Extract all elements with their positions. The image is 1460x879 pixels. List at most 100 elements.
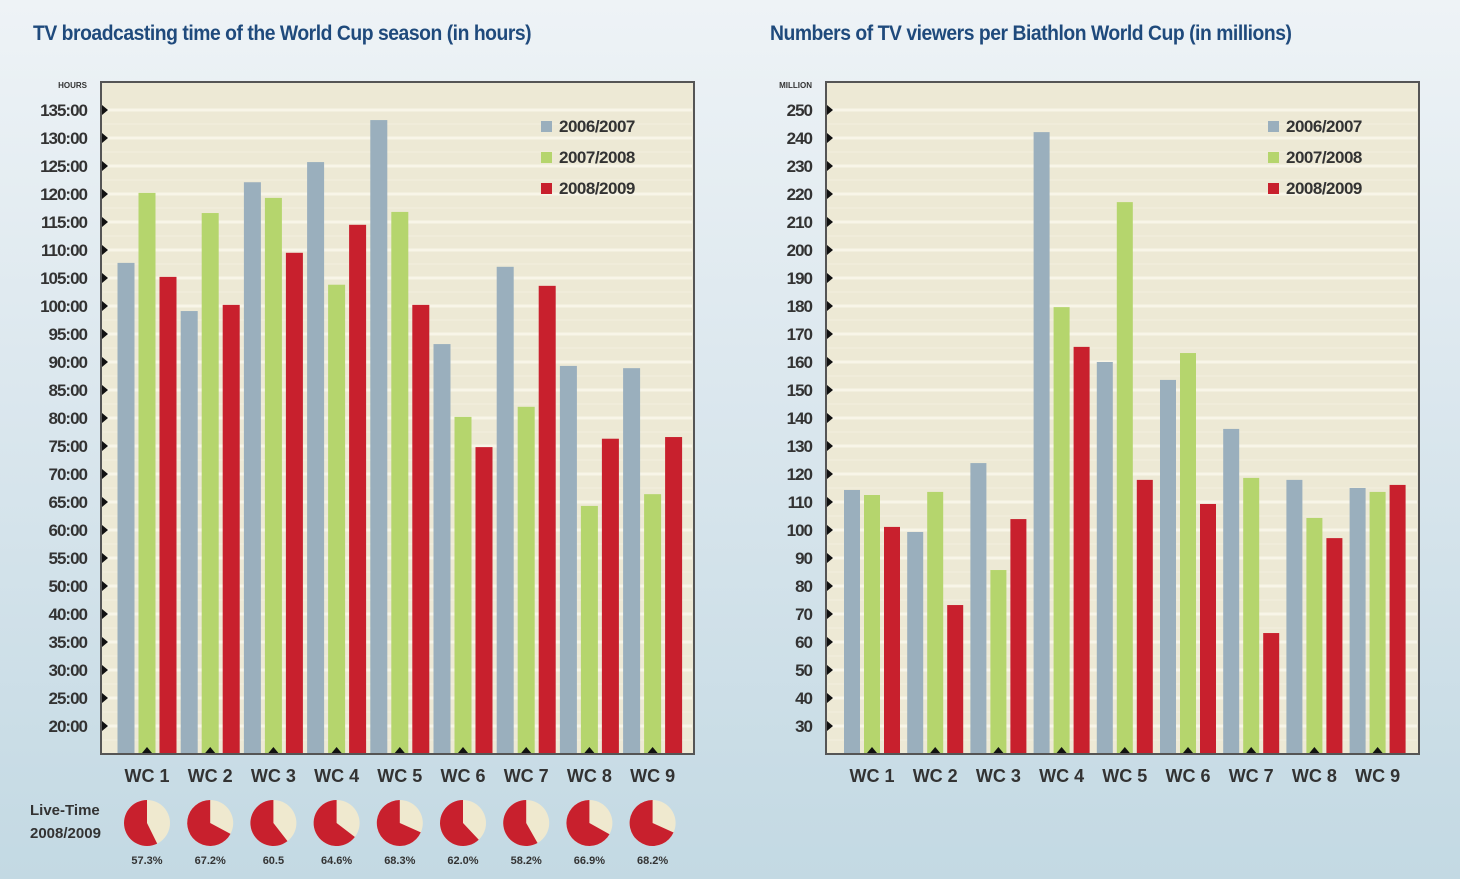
left-bar-2006-2007-wc6	[433, 344, 451, 753]
left-ytick-label: 70:00	[49, 465, 88, 484]
left-xtick-marker	[331, 747, 342, 753]
left-bar-2007-2008-wc7	[517, 406, 535, 753]
left-tick-marker	[102, 413, 108, 423]
live-time-pie-label: 67.2%	[195, 855, 226, 867]
left-bar-2007-2008-wc2	[201, 213, 219, 754]
right-tick-marker	[827, 581, 833, 591]
left-ytick-label: 125:00	[40, 157, 87, 176]
right-ytick-label: 230	[787, 157, 813, 176]
right-tick-marker	[827, 385, 833, 395]
right-yaxis-unit: MILLION	[779, 81, 812, 90]
right-bar-2008-2009-wc4	[1073, 346, 1090, 753]
left-ytick-label: 100:00	[40, 297, 87, 316]
right-legend-swatch	[1268, 183, 1279, 194]
left-tick-marker	[102, 301, 108, 311]
right-xtick-marker	[1372, 747, 1383, 753]
left-ytick-label: 90:00	[49, 353, 88, 372]
left-yaxis-unit: HOURS	[58, 81, 88, 90]
left-tick-marker	[102, 581, 108, 591]
right-tick-marker	[827, 469, 833, 479]
right-ytick-label: 220	[787, 185, 813, 204]
left-bar-2007-2008-wc4	[328, 284, 346, 753]
left-ytick-label: 30:00	[49, 661, 88, 680]
right-tick-marker	[827, 441, 833, 451]
left-xtick-marker	[584, 747, 595, 753]
right-bar-2007-2008-wc8	[1306, 517, 1323, 753]
left-bar-2006-2007-wc1	[117, 262, 135, 753]
right-tick-marker	[827, 413, 833, 423]
left-tick-marker	[102, 357, 108, 367]
right-ytick-label: 120	[787, 465, 813, 484]
left-bar-2007-2008-wc5	[391, 211, 409, 754]
right-ytick-label: 30	[795, 717, 812, 736]
left-chart: 135:00 130:00 125:00 120:00 115:00 110:00 105:…	[30, 81, 695, 867]
left-bar-2006-2007-wc5	[370, 120, 388, 753]
right-ytick-label: 70	[795, 605, 812, 624]
left-bar-2006-2007-wc4	[307, 162, 325, 753]
right-bar-2008-2009-wc1	[884, 526, 900, 753]
right-bar-2006-2007-wc3	[970, 463, 987, 753]
live-time-pie-wc5	[376, 800, 421, 846]
right-ytick-label: 160	[787, 353, 813, 372]
left-chart-title: TV broadcasting time of the World Cup se…	[33, 22, 532, 45]
live-time-pie-label: 68.2%	[637, 855, 668, 867]
right-bar-2007-2008-wc5	[1116, 202, 1133, 753]
left-bar-2007-2008-wc6	[454, 416, 472, 753]
left-bar-2006-2007-wc3	[243, 182, 261, 754]
right-bar-2006-2007-wc8	[1286, 479, 1303, 753]
left-legend-label: 2008/2009	[559, 179, 635, 198]
left-tick-marker	[102, 609, 108, 619]
left-xtick-label: WC 9	[630, 766, 675, 786]
live-time-pie-wc2	[187, 800, 231, 846]
left-tick-marker	[102, 665, 108, 675]
left-bar-2006-2007-wc7	[496, 266, 514, 753]
left-xtick-marker	[142, 747, 152, 753]
left-xtick-label: WC 8	[567, 766, 612, 786]
left-ytick-label: 50:00	[49, 577, 88, 596]
right-bar-2008-2009-wc3	[1010, 519, 1027, 753]
right-ytick-label: 130	[787, 437, 813, 456]
right-bar-2008-2009-wc7	[1263, 633, 1280, 753]
right-xtick-label: WC 7	[1229, 766, 1274, 786]
right-tick-marker	[827, 357, 833, 367]
left-tick-marker	[102, 245, 108, 255]
right-tick-marker	[827, 665, 833, 675]
left-xtick-label: WC 2	[188, 766, 233, 786]
right-xtick-label: WC 4	[1039, 766, 1084, 786]
right-xtick-marker	[1183, 747, 1193, 753]
left-ytick-label: 120:00	[40, 185, 87, 204]
right-ytick-label: 50	[795, 661, 812, 680]
left-tick-marker	[102, 721, 108, 731]
right-bar-2006-2007-wc9	[1349, 488, 1366, 753]
right-tick-marker	[827, 301, 833, 311]
right-tick-marker	[827, 525, 833, 535]
right-xtick-marker	[1056, 747, 1067, 753]
left-bar-2007-2008-wc9	[644, 494, 662, 753]
live-time-pie-label: 66.9%	[574, 855, 605, 867]
right-ytick-label: 210	[787, 213, 813, 232]
left-ytick-label: 40:00	[49, 605, 88, 624]
live-time-pie-label: 64.6%	[321, 855, 352, 867]
right-tick-marker	[827, 497, 833, 507]
right-xtick-marker	[1119, 747, 1130, 753]
left-xtick-label: WC 1	[125, 766, 170, 786]
left-tick-marker	[102, 637, 108, 647]
left-bar-2008-2009-wc7	[538, 285, 556, 753]
left-xtick-label: WC 3	[251, 766, 296, 786]
left-tick-marker	[102, 469, 108, 479]
right-xtick-marker	[1309, 747, 1320, 753]
left-ytick-label: 20:00	[49, 717, 88, 736]
left-ytick-label: 130:00	[40, 129, 87, 148]
left-tick-marker	[102, 105, 108, 115]
live-time-pie-wc6	[440, 800, 479, 846]
right-bar-2008-2009-wc5	[1136, 479, 1153, 753]
left-legend-swatch	[541, 152, 552, 163]
right-xtick-label: WC 5	[1102, 766, 1147, 786]
live-time-pie-label: 58.2%	[511, 855, 542, 867]
left-bar-2007-2008-wc1	[138, 192, 156, 753]
right-tick-marker	[827, 273, 833, 283]
left-bar-2008-2009-wc1	[159, 276, 177, 753]
right-tick-marker	[827, 693, 833, 703]
live-time-pie-wc8	[566, 800, 610, 846]
